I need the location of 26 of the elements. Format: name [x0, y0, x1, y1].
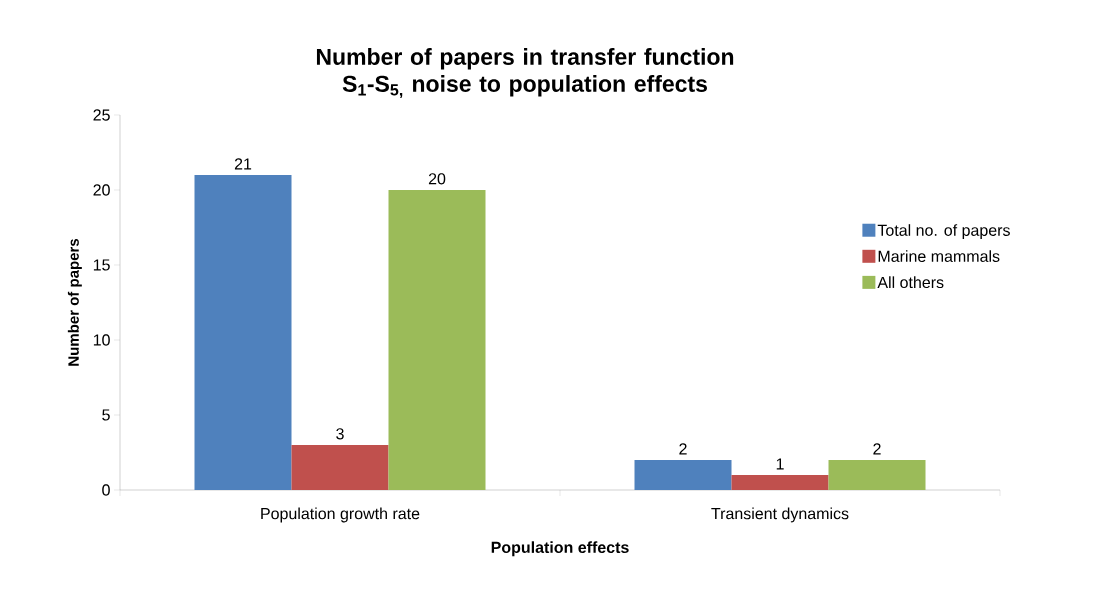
- bar: [194, 175, 292, 490]
- chart-title: Number of papers in transfer function S$_{1}$-S$_{5,}$ noise to population effects: [316, 48, 734, 98]
- x-tick-label: Population growth rate: [261, 507, 420, 523]
- y-tick-label: 25: [93, 109, 110, 121]
- data-label: 2: [873, 443, 881, 455]
- legend-label: Total no. of papers: [877, 224, 1010, 240]
- bar: [388, 190, 486, 490]
- x-tick-label: Transient dynamics: [711, 507, 849, 523]
- bar: [731, 475, 829, 490]
- y-tick-label: 5: [102, 409, 110, 421]
- data-label: 1: [776, 458, 784, 470]
- y-tick-label: 20: [93, 184, 110, 196]
- data-label: 2: [679, 443, 687, 455]
- bar: [828, 460, 926, 490]
- y-tick-label: 0: [102, 484, 110, 496]
- data-label: 21: [234, 158, 252, 170]
- x-axis-title: Population effects: [491, 541, 629, 557]
- y-tick-label: 15: [93, 259, 110, 271]
- legend-label: Marine mammals: [878, 250, 1000, 263]
- y-axis-title: Number of papers: [67, 238, 82, 366]
- legend-label: All others: [877, 276, 944, 289]
- y-tick-label: 10: [93, 334, 110, 346]
- bar: [291, 445, 389, 490]
- data-label: 20: [428, 173, 446, 185]
- data-label: 3: [336, 428, 344, 440]
- bar: [634, 460, 732, 490]
